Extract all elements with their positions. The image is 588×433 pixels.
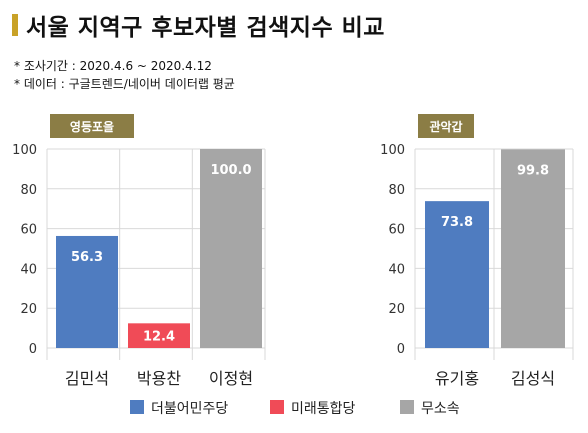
category-label-박용찬: 박용찬 [137, 369, 181, 388]
page-title: 서울 지역구 후보자별 검색지수 비교 [26, 15, 385, 41]
value-label-김민석: 56.3 [71, 250, 103, 265]
y-tick-label: 0 [397, 342, 405, 357]
y-tick-label: 80 [388, 183, 405, 198]
category-label-김민석: 김민석 [65, 369, 109, 388]
title-accent-bar [12, 14, 18, 36]
value-label-김성식: 99.8 [517, 163, 549, 178]
data-source-note: * 데이터 : 구글트렌드/네이버 데이터랩 평균 [14, 77, 235, 91]
group-badge-label-2: 관악갑 [429, 119, 462, 134]
bar-박용찬 [128, 323, 190, 348]
bar-이정현 [200, 149, 262, 348]
value-label-이정현: 100.0 [210, 163, 251, 178]
y-tick-label: 60 [388, 223, 405, 238]
value-label-박용찬: 12.4 [143, 329, 175, 344]
bar-김민석 [56, 235, 118, 348]
y-tick-label: 60 [20, 223, 37, 238]
y-tick-label: 0 [29, 342, 37, 357]
legend-swatch-1 [130, 400, 144, 414]
category-label-유기홍: 유기홍 [435, 369, 479, 388]
legend-label-1: 더불어민주당 [151, 401, 228, 417]
legend-swatch-3 [400, 400, 414, 414]
bar-유기홍 [425, 201, 489, 348]
group-badge-2 [418, 114, 474, 138]
category-label-김성식: 김성식 [511, 369, 555, 388]
survey-period-note: * 조사기간 : 2020.4.6 ~ 2020.4.12 [14, 59, 212, 73]
y-tick-label: 20 [388, 302, 405, 317]
y-tick-label: 100 [380, 143, 405, 158]
y-tick-label: 40 [20, 262, 37, 277]
y-tick-label: 40 [388, 262, 405, 277]
y-tick-label: 100 [12, 143, 37, 158]
y-tick-label: 80 [20, 183, 37, 198]
group-badge-label-1: 영등포을 [70, 119, 114, 134]
y-tick-label: 20 [20, 302, 37, 317]
legend-label-2: 미래통합당 [291, 401, 356, 417]
bar-김성식 [501, 149, 565, 348]
value-label-유기홍: 73.8 [441, 215, 473, 230]
category-label-이정현: 이정현 [209, 369, 253, 388]
group-badge-1 [50, 114, 134, 138]
legend-swatch-2 [270, 400, 284, 414]
legend-label-3: 무소속 [421, 401, 460, 417]
